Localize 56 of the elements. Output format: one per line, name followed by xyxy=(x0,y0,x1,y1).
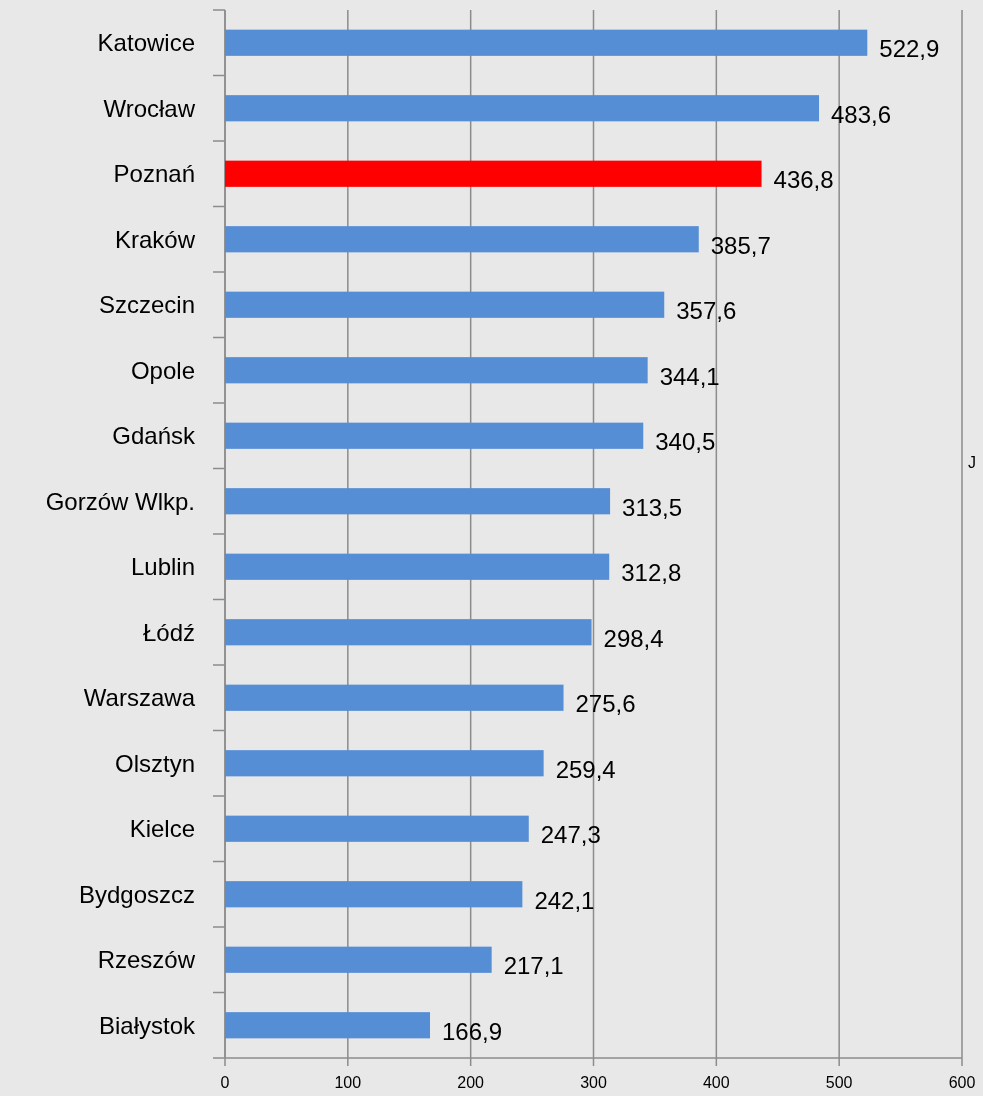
data-label: 357,6 xyxy=(676,297,737,325)
bar xyxy=(225,226,699,253)
data-label: 436,8 xyxy=(773,166,834,194)
y-tick-label: Warszawa xyxy=(83,684,196,712)
data-label: 483,6 xyxy=(831,100,892,128)
y-tick-label: Łódź xyxy=(142,618,195,646)
y-tick-label: Rzeszów xyxy=(97,946,196,974)
y-tick-label: Szczecin xyxy=(98,291,195,319)
y-tick-label: Kraków xyxy=(114,225,196,253)
bar xyxy=(225,422,644,449)
data-label: 259,4 xyxy=(555,755,616,783)
bar xyxy=(225,160,762,187)
bar xyxy=(225,1012,431,1039)
data-label: 312,8 xyxy=(621,559,682,587)
bar xyxy=(225,553,610,580)
bar xyxy=(225,815,529,842)
data-label: 344,1 xyxy=(659,362,720,390)
y-tick-label: Bydgoszcz xyxy=(78,880,195,908)
y-tick-label: Olsztyn xyxy=(114,749,195,777)
data-label: 522,9 xyxy=(879,35,940,63)
y-tick-label: Lublin xyxy=(130,553,195,581)
bar xyxy=(225,750,544,777)
data-label: 340,5 xyxy=(655,428,716,456)
y-tick-label: Katowice xyxy=(97,29,195,57)
x-tick-label: 200 xyxy=(457,1074,485,1091)
bar xyxy=(225,946,492,973)
x-tick-label: 100 xyxy=(334,1074,362,1091)
x-tick-label: 0 xyxy=(220,1074,230,1091)
data-label: 242,1 xyxy=(534,886,595,914)
x-tick-label: 300 xyxy=(580,1074,607,1091)
y-tick-label: Poznań xyxy=(113,160,195,188)
bar xyxy=(225,291,665,318)
y-tick-label: Wrocław xyxy=(103,94,196,122)
bar xyxy=(225,684,564,711)
bar xyxy=(225,488,611,515)
bar xyxy=(225,357,648,384)
data-label: 247,3 xyxy=(540,821,601,849)
data-label: 385,7 xyxy=(710,231,771,259)
data-label: 217,1 xyxy=(503,952,564,980)
y-tick-label: Opole xyxy=(130,356,195,384)
x-tick-label: 600 xyxy=(948,1074,976,1091)
x-tick-label: 500 xyxy=(825,1074,853,1091)
x-tick-label: 400 xyxy=(702,1074,730,1091)
y-tick-label: Gorzów Wlkp. xyxy=(45,487,195,515)
bar xyxy=(225,29,868,56)
bar xyxy=(225,881,523,908)
y-tick-label: Białystok xyxy=(98,1011,196,1039)
bar xyxy=(225,619,592,646)
data-label: 275,6 xyxy=(575,690,636,718)
data-label: 166,9 xyxy=(442,1017,503,1045)
data-label: 313,5 xyxy=(622,493,683,521)
bar xyxy=(225,95,820,122)
y-tick-label: Kielce xyxy=(129,815,195,843)
data-label: 298,4 xyxy=(603,624,664,652)
text: J xyxy=(968,454,976,471)
y-tick-label: Gdańsk xyxy=(112,422,196,450)
